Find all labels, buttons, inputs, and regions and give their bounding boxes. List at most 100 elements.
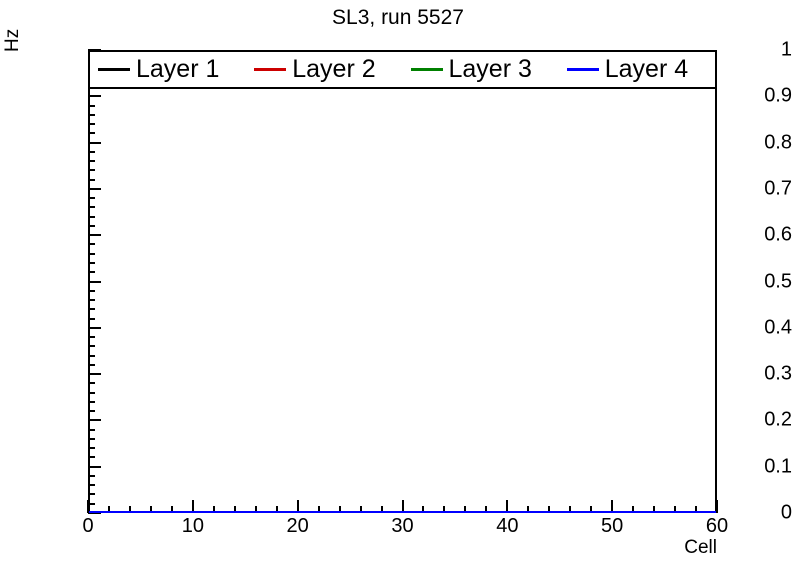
legend-line-icon [410,68,443,71]
y-tick-minor [88,169,95,172]
series-line-4 [89,511,716,513]
legend-label: Layer 4 [604,55,689,83]
y-tick-minor [88,474,95,477]
y-tick-minor [88,299,95,302]
x-tick-minor [128,506,131,513]
x-tick-minor [569,506,572,513]
y-tick-label: 1 [780,38,792,61]
x-tick-minor [422,506,425,513]
legend-line-icon [98,68,130,71]
y-tick-minor [88,336,95,339]
page-title: SL3, run 5527 [332,6,464,29]
x-tick-minor [485,506,488,513]
y-tick-minor [88,354,95,357]
y-tick-minor [88,363,95,366]
x-tick-major [716,500,718,513]
y-tick-minor [88,224,95,227]
x-tick-minor [212,506,215,513]
x-tick-minor [380,506,383,513]
y-tick-minor [88,289,95,292]
y-tick-major [88,95,101,98]
y-tick-minor [88,382,95,385]
legend-label: Layer 3 [448,55,532,83]
y-tick-minor [88,215,95,218]
y-tick-minor [88,447,95,450]
y-tick-label: 0.7 [764,177,792,200]
y-tick-minor [88,178,95,181]
y-tick-minor [88,484,95,487]
y-tick-label: 0.6 [764,223,792,246]
y-tick-minor [88,345,95,348]
y-tick-major [88,141,101,144]
y-tick-minor [88,400,95,403]
legend-entry-4[interactable]: Layer 4 [559,52,715,87]
x-tick-label: 40 [496,515,519,537]
y-tick-major [88,465,101,468]
y-tick-minor [88,104,95,107]
y-tick-label: 0.2 [764,408,792,431]
y-tick-minor [88,150,95,153]
legend-box: Layer 1 Layer 2 Layer 3 Layer 4 [88,50,717,89]
x-tick-minor [590,506,593,513]
x-tick-major [191,500,194,513]
legend-entry-2[interactable]: Layer 2 [246,52,402,87]
y-axis-title: Hz [2,28,23,52]
y-tick-minor [88,160,95,163]
y-tick-major [88,234,101,237]
y-tick-minor [88,123,95,126]
y-tick-minor [88,271,95,274]
x-tick-minor [464,506,467,513]
y-tick-major [88,280,101,283]
x-tick-major [87,500,89,513]
x-tick-minor [338,506,341,513]
legend-entry-3[interactable]: Layer 3 [403,52,559,87]
x-tick-minor [317,506,320,513]
y-tick-minor [88,493,95,496]
y-tick-minor [88,456,95,459]
y-tick-minor [88,252,95,255]
x-tick-label: 50 [601,515,624,537]
y-tick-minor [88,261,95,264]
y-tick-minor [88,391,95,394]
x-tick-minor [254,506,257,513]
x-tick-minor [443,506,446,513]
x-tick-major [611,500,614,513]
x-tick-minor [359,506,362,513]
legend-line-icon [566,68,599,71]
y-tick-label: 0.8 [764,131,792,154]
y-tick-label: 0.3 [764,362,792,385]
x-tick-minor [695,506,698,513]
y-tick-label: 0.1 [764,455,792,478]
y-tick-major [88,326,101,329]
x-tick-minor [674,506,677,513]
y-tick-minor [88,437,95,440]
x-tick-minor [170,506,173,513]
y-tick-minor [88,206,95,209]
y-tick-major [88,419,101,422]
y-tick-minor [88,317,95,320]
x-tick-label: 0 [82,515,94,537]
x-tick-major [296,500,299,513]
x-tick-label: 60 [705,515,729,537]
y-tick-minor [88,243,95,246]
y-tick-minor [88,113,95,116]
x-tick-minor [275,506,278,513]
y-tick-label: 0.9 [764,84,792,107]
x-tick-minor [149,506,152,513]
x-tick-major [401,500,404,513]
legend-label: Layer 1 [136,55,220,83]
x-tick-minor [632,506,635,513]
x-tick-minor [233,506,236,513]
x-tick-label: 30 [391,515,414,537]
x-tick-minor [653,506,656,513]
legend-entry-1[interactable]: Layer 1 [90,52,246,87]
x-tick-major [506,500,509,513]
y-tick-major [88,187,101,190]
x-axis-title: Cell [684,537,717,558]
y-tick-minor [88,410,95,413]
x-tick-label: 20 [286,515,309,537]
y-tick-minor [88,428,95,431]
y-tick-major [88,512,101,514]
y-tick-label: 0.5 [764,270,792,292]
